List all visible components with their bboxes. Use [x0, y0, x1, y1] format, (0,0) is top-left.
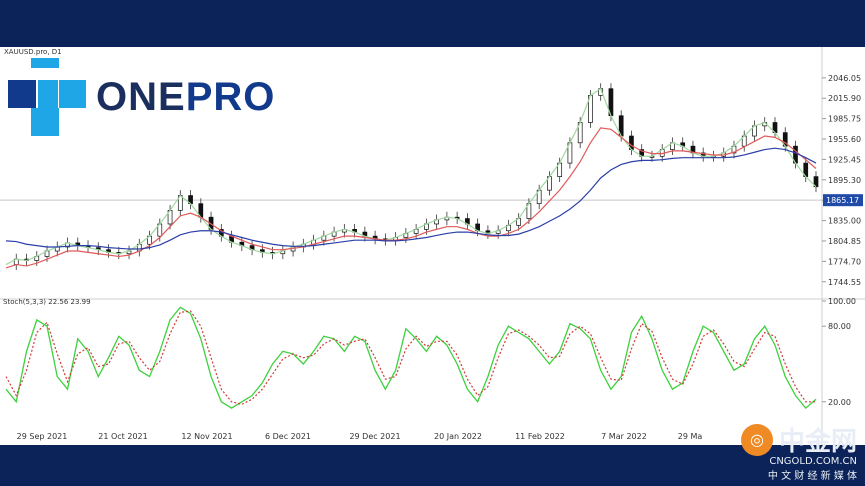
watermark-site: CNGOLD.COM.CN — [769, 456, 857, 467]
brand-pro: PRO — [185, 74, 276, 119]
price-tick-label-10: 1744.55 — [828, 278, 861, 287]
price-tick-label-2: 1985.75 — [828, 115, 861, 124]
watermark-logo-icon: ◎ — [740, 423, 773, 456]
x-tick-label-5: 20 Jan 2022 — [434, 432, 482, 441]
chart-area: 2046.05 2015.90 1985.75 1955.60 1925.45 1895.… — [0, 47, 865, 445]
brand-logo: ONEPRO — [8, 58, 275, 136]
price-tick-label-8: 1804.85 — [828, 237, 861, 246]
current-price-label: 1865.17 — [826, 196, 859, 205]
price-tick-label-5: 1895.30 — [828, 176, 861, 185]
chart-svg: 2046.05 2015.90 1985.75 1955.60 1925.45 1895.… — [0, 47, 865, 445]
x-tick-label-8: 29 Ma — [678, 432, 703, 441]
ma-line-2 — [5, 127, 817, 269]
ma-line-3 — [5, 147, 817, 250]
stoch-signal-line — [5, 310, 816, 405]
price-tick-label-9: 1774.70 — [828, 257, 861, 266]
stoch-tick-label-0: 100.00 — [828, 297, 856, 306]
ma-line-1 — [5, 87, 817, 266]
price-tick-label-7: 1835.00 — [828, 217, 861, 226]
price-tick-label-4: 1925.45 — [828, 155, 861, 164]
brand-wordmark: ONEPRO — [96, 75, 275, 120]
brand-logo-icon — [8, 58, 86, 136]
x-tick-label-0: 29 Sep 2021 — [17, 432, 68, 441]
x-tick-label-1: 21 Oct 2021 — [98, 432, 147, 441]
x-tick-label-2: 12 Nov 2021 — [181, 432, 232, 441]
price-tick-label-0: 2046.05 — [828, 74, 861, 83]
price-tick-label-1: 2015.90 — [828, 94, 861, 103]
x-tick-label-3: 6 Dec 2021 — [265, 432, 311, 441]
symbol-label: XAUUSD.pro, D1 — [4, 48, 62, 56]
watermark-title: 中金网 — [778, 427, 857, 457]
price-tick-label-3: 1955.60 — [828, 135, 861, 144]
stoch-main-line — [5, 306, 817, 410]
stoch-label: Stoch(5,3,3) 22.56 23.99 — [3, 298, 91, 306]
watermark-subtitle: 中 文 财 经 新 媒 体 — [767, 471, 857, 482]
stoch-tick-label-1: 80.00 — [828, 322, 851, 331]
stoch-tick-label-2: 20.00 — [828, 398, 851, 407]
x-tick-label-4: 29 Dec 2021 — [349, 432, 400, 441]
x-tick-label-7: 7 Mar 2022 — [601, 432, 647, 441]
brand-on: ONE — [96, 74, 186, 119]
watermark: ◎ 中金网 CNGOLD.COM.CN 中 文 财 经 新 媒 体 — [740, 421, 857, 482]
current-price-tag — [823, 194, 863, 207]
x-tick-label-6: 11 Feb 2022 — [515, 432, 565, 441]
